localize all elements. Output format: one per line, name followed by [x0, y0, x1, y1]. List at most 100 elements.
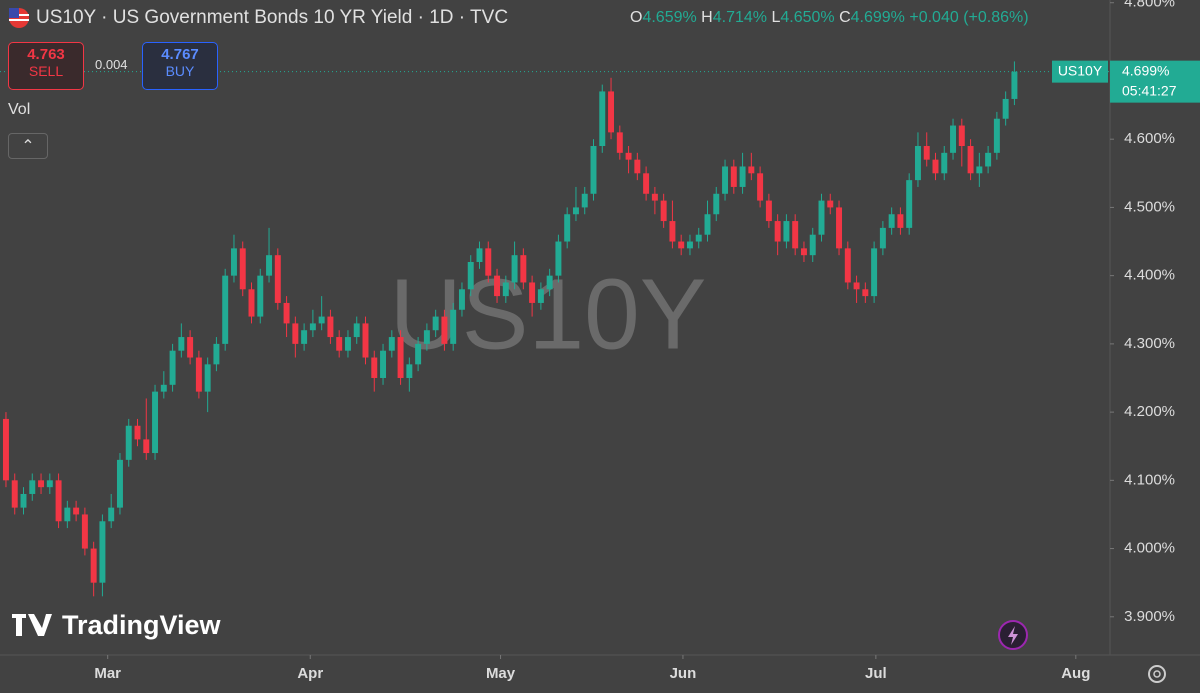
- x-tick-label: Jul: [865, 665, 887, 682]
- watermark: US10Y: [390, 258, 707, 370]
- candle-body: [502, 282, 509, 297]
- candle-body: [985, 152, 992, 167]
- candle-body: [134, 425, 141, 440]
- candle-body: [494, 275, 501, 297]
- candle-body: [730, 166, 737, 187]
- candle-body: [564, 214, 571, 242]
- candle-body: [634, 159, 641, 174]
- candle-body: [108, 507, 115, 522]
- y-tick-label: 4.200%: [1124, 403, 1175, 420]
- candle-body: [467, 262, 474, 290]
- candle-body: [678, 241, 685, 249]
- ohlc-value: 4.659%: [642, 9, 697, 26]
- candle-body: [371, 357, 378, 378]
- y-tick-label: 4.400%: [1124, 267, 1175, 284]
- candle-body: [897, 214, 904, 228]
- y-tick-label: 4.600%: [1124, 130, 1175, 147]
- candle-body: [836, 207, 843, 249]
- candle-body: [476, 248, 483, 262]
- candle-body: [362, 323, 369, 358]
- candle-body: [318, 316, 325, 324]
- flag-icon: [9, 8, 29, 28]
- sell-label: SELL: [28, 63, 64, 79]
- candle-body: [336, 337, 343, 351]
- candle-body: [441, 316, 448, 344]
- candle-body: [344, 337, 351, 351]
- candle-body: [871, 248, 878, 297]
- candle-body: [46, 480, 53, 488]
- candle-body: [204, 364, 211, 392]
- candle-body: [774, 221, 781, 242]
- candle-body: [81, 514, 88, 549]
- candle-body: [695, 234, 702, 242]
- candle-body: [423, 330, 430, 344]
- candle-body: [143, 439, 150, 454]
- ohlc-key: O: [630, 9, 643, 26]
- candle-body: [152, 391, 159, 454]
- candle-body: [1011, 71, 1018, 99]
- candle-body: [195, 357, 202, 392]
- candle-body: [248, 289, 255, 317]
- candle-body: [520, 255, 527, 283]
- collapse-button[interactable]: ⌃: [8, 133, 48, 159]
- candle-body: [914, 146, 921, 181]
- logo-text: TradingView: [62, 610, 222, 640]
- candle-body: [669, 221, 676, 242]
- logo: TradingView: [12, 610, 222, 640]
- candle-body: [950, 125, 957, 153]
- candle-body: [616, 132, 623, 153]
- candle-body: [757, 173, 764, 201]
- sell-button[interactable]: 4.763 SELL: [8, 42, 84, 90]
- y-tick-label: 4.800%: [1124, 0, 1175, 11]
- candle-body: [73, 507, 80, 515]
- buy-price: 4.767: [161, 46, 199, 63]
- settings-button[interactable]: [1148, 665, 1166, 683]
- candle-body: [406, 364, 413, 378]
- ohlc-key: L: [771, 9, 781, 26]
- candle-body: [283, 302, 290, 324]
- x-tick-label: Mar: [94, 665, 121, 682]
- candle-body: [222, 275, 229, 344]
- candle-body: [572, 207, 579, 215]
- candle-body: [511, 255, 518, 283]
- candle-body: [187, 337, 194, 358]
- candle-body: [292, 323, 299, 344]
- vol-label: Vol: [8, 101, 31, 118]
- candle-body: [590, 146, 597, 194]
- candle-body: [20, 493, 27, 508]
- candle-body: [301, 330, 308, 344]
- x-tick-label: Apr: [297, 665, 323, 682]
- candle-body: [38, 480, 45, 488]
- candle-body: [397, 337, 404, 378]
- countdown-label: 05:41:27: [1122, 82, 1177, 98]
- candle-body: [64, 507, 71, 522]
- candle-body: [704, 214, 711, 235]
- candle-body: [160, 384, 167, 392]
- candle-body: [879, 227, 886, 249]
- flash-button[interactable]: [998, 620, 1028, 650]
- candle-body: [90, 548, 97, 583]
- candle-body: [450, 309, 457, 344]
- candle-body: [967, 146, 974, 174]
- candle-body: [529, 282, 536, 303]
- candle-body: [230, 248, 237, 276]
- ohlc-value: 4.714%: [712, 9, 767, 26]
- buy-label: BUY: [165, 63, 195, 79]
- candle-body: [932, 159, 939, 174]
- candle-body: [546, 275, 553, 290]
- candle-body: [923, 146, 930, 160]
- candle-body: [941, 152, 948, 174]
- candle-body: [818, 200, 825, 235]
- candle-body: [257, 275, 264, 317]
- candle-body: [2, 418, 9, 481]
- ohlc-legend: O4.659% H4.714% L4.650% C4.699% +0.040 (…: [630, 9, 1029, 27]
- buy-button[interactable]: 4.767 BUY: [142, 42, 218, 90]
- candle-body: [353, 323, 360, 338]
- candle-body: [958, 125, 965, 147]
- candle-body: [976, 166, 983, 174]
- candle-body: [415, 343, 422, 365]
- candle-body: [266, 255, 273, 276]
- candle-body: [686, 241, 693, 249]
